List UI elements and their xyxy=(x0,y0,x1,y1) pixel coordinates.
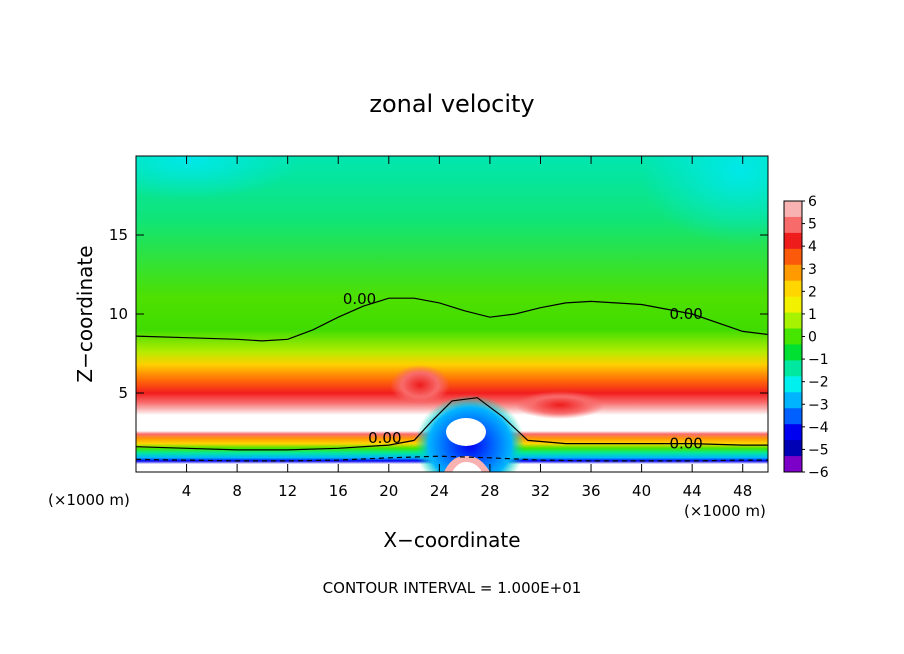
colorbar-label: 3 xyxy=(808,262,817,278)
x-axis-ticks: 4 8 12 16 20 24 28 32 36 40 44 48 xyxy=(182,156,752,500)
contour-interval-footer: CONTOUR INTERVAL = 1.000E+01 xyxy=(323,579,582,597)
x-tick-label: 8 xyxy=(232,482,242,500)
plot-area: 0.00 0.00 0.00 0.00 xyxy=(136,156,768,472)
contour-label: 0.00 xyxy=(343,290,376,308)
colorbar-label: −3 xyxy=(808,397,829,413)
colorbar-label: 4 xyxy=(808,239,817,255)
x-axis-label: X−coordinate xyxy=(383,528,520,552)
contour-label: 0.00 xyxy=(669,435,702,453)
x-tick-label: 16 xyxy=(329,482,348,500)
colorbar-swatch xyxy=(784,344,802,361)
colorbar-swatch xyxy=(784,280,802,298)
colorbar-label: 6 xyxy=(808,194,817,210)
y-axis-ticks: 5 10 15 xyxy=(109,226,768,402)
contour-label: 0.00 xyxy=(368,429,401,447)
colorbar-swatch xyxy=(784,440,802,457)
x-tick-label: 24 xyxy=(430,482,449,500)
colorbar-label: −6 xyxy=(808,465,829,481)
x-unit-left: (×1000 m) xyxy=(48,491,130,509)
colorbar-swatch xyxy=(784,456,802,473)
colorbar-swatch xyxy=(784,264,802,282)
colorbar-label: 5 xyxy=(808,217,817,233)
contour-line xyxy=(136,397,768,451)
chart-title: zonal velocity xyxy=(369,90,534,118)
colorbar-label: −1 xyxy=(808,352,829,368)
colorbar-label: −2 xyxy=(808,375,829,391)
x-unit-right: (×1000 m) xyxy=(684,502,766,520)
y-tick-label: 10 xyxy=(109,305,128,323)
x-tick-label: 4 xyxy=(182,482,192,500)
colorbar-swatch xyxy=(784,216,802,234)
colorbar-label: 1 xyxy=(808,307,817,323)
colorbar-swatch xyxy=(784,248,802,266)
colorbar-swatch xyxy=(784,312,802,330)
contour-line xyxy=(136,297,768,342)
y-tick-label: 5 xyxy=(118,384,128,402)
contour-line-dashed xyxy=(136,455,768,462)
upper-cyan-region-right xyxy=(640,156,768,245)
jet-core-right xyxy=(515,391,605,419)
colorbar-swatch xyxy=(784,376,802,393)
colorbar-swatch xyxy=(784,360,802,377)
colorbar: 6 5 4 3 2 1 0 −1 −2 −3 −4 −5 −6 xyxy=(783,194,829,481)
colorbar-swatch xyxy=(784,201,802,218)
jet-core-left xyxy=(390,365,450,405)
x-tick-label: 36 xyxy=(581,482,600,500)
colorbar-label: −4 xyxy=(808,420,829,436)
colorbar-label: 2 xyxy=(808,284,817,300)
y-axis-label: Z−coordinate xyxy=(73,245,97,382)
x-tick-label: 12 xyxy=(278,482,297,500)
x-tick-label: 32 xyxy=(531,482,550,500)
colorbar-label: −5 xyxy=(808,442,829,458)
x-tick-label: 44 xyxy=(683,482,702,500)
colorbar-swatch xyxy=(784,232,802,250)
colorbar-swatch xyxy=(784,424,802,441)
x-tick-label: 20 xyxy=(379,482,398,500)
y-tick-label: 15 xyxy=(109,226,128,244)
upper-cyan-region-left xyxy=(136,156,300,200)
contour-lines: 0.00 0.00 0.00 0.00 xyxy=(136,290,768,462)
colorbar-swatch xyxy=(784,392,802,409)
contour-label: 0.00 xyxy=(669,305,702,323)
colorbar-swatch xyxy=(784,408,802,425)
dome-base-core xyxy=(452,462,482,472)
x-tick-label: 40 xyxy=(632,482,651,500)
x-tick-label: 48 xyxy=(733,482,752,500)
colorbar-label: 0 xyxy=(808,330,817,346)
x-tick-label: 28 xyxy=(480,482,499,500)
white-dome-inner xyxy=(446,418,486,446)
colorbar-swatch xyxy=(784,328,802,345)
colorbar-swatch xyxy=(784,296,802,314)
